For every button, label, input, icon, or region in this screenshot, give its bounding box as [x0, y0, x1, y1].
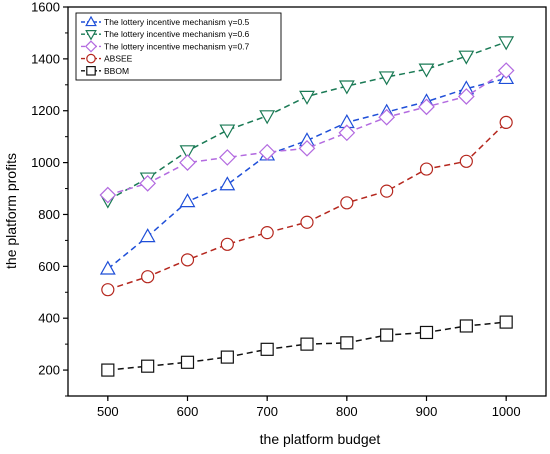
legend-marker — [84, 40, 98, 53]
data-point — [458, 50, 475, 65]
data-point — [139, 228, 156, 243]
data-point — [340, 336, 354, 350]
x-tick-label: 700 — [256, 404, 278, 419]
data-point — [179, 145, 196, 160]
legend-label: ABSEE — [104, 54, 133, 64]
data-point — [220, 350, 234, 364]
data-point — [338, 124, 356, 142]
x-tick-label: 500 — [97, 404, 119, 419]
axes: 500 600 700 800 900 1000 200 400 600 800 1000 1200 1… — [31, 0, 547, 419]
data-point — [219, 176, 236, 191]
data-point — [101, 363, 115, 377]
data-point — [340, 196, 354, 210]
data-point — [300, 337, 314, 351]
data-point — [419, 325, 434, 340]
legend-item: The lottery incentive mechanism γ=0.6 — [81, 29, 250, 41]
x-tick-label: 900 — [416, 404, 438, 419]
data-point — [139, 174, 157, 192]
data-point — [298, 139, 316, 157]
x-tick-label: 600 — [177, 404, 199, 419]
data-point — [418, 63, 435, 78]
legend-label: BBOM — [104, 66, 129, 76]
data-point — [219, 124, 236, 139]
data-point — [99, 186, 117, 204]
data-point — [258, 143, 276, 161]
legend-item: The lottery incentive mechanism γ=0.7 — [81, 40, 250, 53]
y-tick-label: 200 — [38, 363, 60, 378]
data-point — [459, 319, 473, 333]
y-tick-label: 600 — [38, 259, 60, 274]
data-point — [218, 149, 236, 166]
legend-item: BBOM — [81, 66, 129, 76]
legend-marker — [86, 53, 96, 64]
y-tick-label: 1000 — [31, 155, 60, 170]
series-4 — [101, 115, 513, 297]
data-point — [380, 184, 394, 198]
legend-item: ABSEE — [81, 54, 133, 64]
x-axis-title: the platform budget — [260, 431, 381, 447]
data-point — [259, 110, 276, 125]
plot-area — [99, 36, 515, 377]
legend-box — [75, 12, 282, 81]
legend-marker — [86, 65, 96, 76]
data-point — [299, 90, 315, 105]
x-tick-label: 800 — [336, 404, 358, 419]
data-point — [180, 355, 195, 369]
data-point — [101, 283, 115, 297]
y-axis-title: the platform profits — [3, 153, 19, 269]
plot-frame — [67, 6, 547, 397]
data-point — [380, 328, 394, 342]
data-point — [260, 226, 274, 240]
data-point — [141, 270, 155, 284]
data-point — [459, 154, 473, 168]
legend-marker — [85, 30, 97, 41]
y-tick-label: 1200 — [31, 103, 60, 118]
data-point — [378, 71, 395, 86]
data-point — [499, 315, 513, 329]
data-point — [419, 162, 434, 176]
legend-item: The lottery incentive mechanism γ=0.5 — [81, 15, 250, 27]
data-point — [457, 88, 475, 105]
legend-label: The lottery incentive mechanism γ=0.5 — [104, 17, 250, 27]
x-tick-label: 1000 — [492, 404, 521, 419]
data-point — [300, 215, 314, 229]
y-tick-label: 1600 — [31, 0, 60, 15]
legend-label: The lottery incentive mechanism γ=0.6 — [104, 29, 250, 39]
data-point — [141, 359, 155, 373]
data-point — [338, 80, 355, 95]
series-3 — [99, 62, 515, 204]
y-tick-label: 1400 — [31, 51, 60, 66]
data-point — [418, 98, 435, 116]
data-point — [378, 108, 396, 126]
data-point — [179, 193, 196, 208]
series-line — [107, 69, 507, 196]
data-point — [499, 115, 513, 130]
data-point — [260, 342, 274, 356]
data-point — [179, 154, 196, 171]
y-tick-label: 800 — [38, 207, 60, 222]
legend-marker — [85, 15, 97, 27]
y-tick-label: 400 — [38, 311, 60, 326]
data-point — [99, 260, 116, 275]
legend-label: The lottery incentive mechanism γ=0.7 — [104, 41, 250, 51]
legend: The lottery incentive mechanism γ=0.5 The… — [75, 12, 282, 81]
data-point — [180, 253, 195, 267]
series-5 — [101, 315, 513, 377]
data-point — [498, 36, 515, 51]
data-point — [497, 62, 515, 79]
data-point — [220, 237, 234, 251]
